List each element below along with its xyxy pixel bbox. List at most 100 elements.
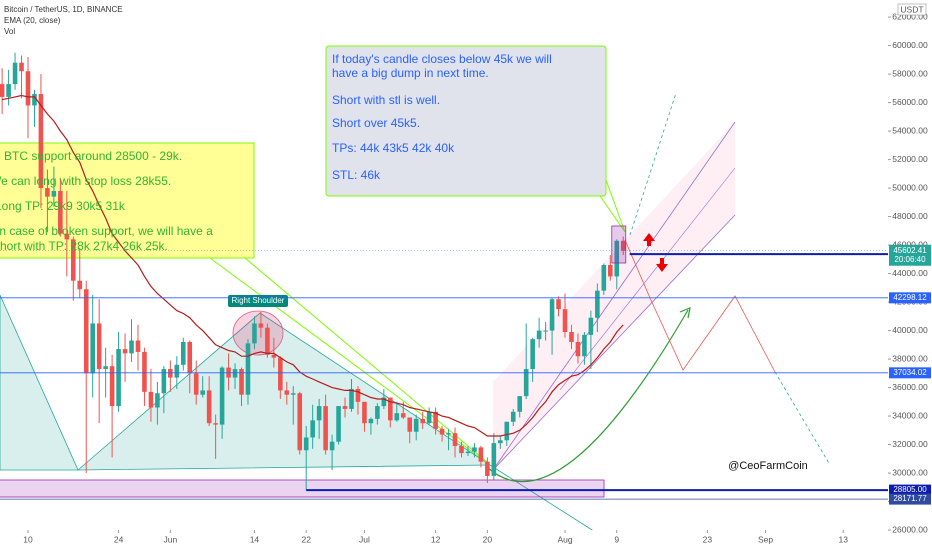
- currency-box: [897, 3, 927, 16]
- note-line: STL: 46k: [332, 168, 381, 182]
- candle-body: [38, 94, 44, 189]
- candle-body: [316, 406, 322, 421]
- candle-body: [232, 369, 238, 378]
- support-zone: [0, 479, 605, 498]
- candle-body: [595, 290, 600, 318]
- y-tick-label: 60000.00: [892, 40, 928, 50]
- up-arrow: [643, 233, 655, 246]
- neckline: [489, 464, 601, 536]
- candle-body: [323, 406, 328, 451]
- candle-body: [168, 369, 173, 378]
- candle-body: [58, 190, 63, 234]
- candle-body: [472, 447, 477, 452]
- candle-body: [278, 357, 283, 391]
- candle-body: [446, 433, 451, 435]
- candle-body: [588, 317, 594, 335]
- channel-line: [492, 121, 736, 471]
- candle-body: [90, 323, 95, 374]
- y-tick-label: 50000.00: [892, 182, 928, 192]
- candle-body: [96, 323, 102, 370]
- candle-body: [245, 343, 251, 395]
- down-arrow: [656, 258, 668, 272]
- candle-body: [284, 390, 290, 395]
- candle-body: [549, 299, 555, 331]
- y-tick-label: 40000.00: [892, 325, 928, 335]
- last-price-label: 45602.41: [893, 246, 927, 255]
- candle-body: [478, 447, 484, 462]
- candle-body: [601, 265, 607, 291]
- candle-body: [0, 84, 5, 97]
- indicator: EMA (20, close): [4, 16, 61, 25]
- x-tick-label: 24: [114, 534, 124, 544]
- forecast-dash: [629, 92, 677, 236]
- price-tag: [889, 484, 931, 496]
- candle-body: [543, 330, 548, 332]
- gray-note: [325, 45, 607, 197]
- candle-body: [25, 71, 31, 106]
- candle-body: [575, 341, 581, 357]
- candle-body: [19, 62, 24, 72]
- channel-line: [559, 167, 736, 391]
- price-tag-label: 42298.12: [893, 293, 927, 302]
- candle-body: [329, 441, 335, 451]
- candle-body: [342, 406, 348, 409]
- candle-body: [491, 443, 497, 476]
- candle-body: [536, 330, 542, 340]
- note-line: have a big dump in next time.: [332, 66, 489, 80]
- note-line: BTC support around 28500 - 29k.: [4, 149, 182, 163]
- candle-body: [504, 421, 510, 441]
- candle-body: [219, 367, 225, 425]
- y-tick-label: 54000.00: [892, 125, 928, 135]
- chart-title: Bitcoin / TetherUS, 1D, BINANCE: [4, 5, 123, 14]
- price-tag: [889, 493, 931, 505]
- candle-body: [161, 369, 167, 394]
- candle-body: [155, 393, 160, 408]
- channel-line: [492, 214, 736, 471]
- forecast-arc: [487, 309, 689, 483]
- candle-body: [608, 265, 613, 277]
- note-line: Long TP: 29k9 30k5 31k: [0, 199, 126, 213]
- candle-body: [103, 366, 108, 370]
- candle-body: [12, 62, 18, 85]
- forecast-dash: [774, 371, 831, 466]
- candle-body: [310, 420, 315, 438]
- candle-body: [239, 369, 244, 395]
- y-tick-label: 26000.00: [892, 524, 928, 534]
- candle-body: [510, 411, 516, 422]
- candle-body: [252, 323, 257, 344]
- y-tick-label: 38000.00: [892, 353, 928, 363]
- x-tick-label: 10: [23, 534, 33, 544]
- y-tick-label: 56000.00: [892, 97, 928, 107]
- candle-body: [122, 349, 128, 354]
- pattern-triangle: [76, 312, 492, 471]
- candle-body: [620, 240, 626, 251]
- price-tag: [889, 367, 931, 379]
- y-tick-label: 30000.00: [892, 467, 928, 477]
- note-line: short with TP: 28k 27k4 26k 25k.: [0, 239, 168, 253]
- ema-line: [1, 94, 624, 437]
- candle-body: [439, 428, 445, 435]
- candle-body: [388, 397, 393, 421]
- candle-body: [64, 233, 70, 240]
- candle-body: [180, 341, 186, 365]
- candle-body: [426, 411, 432, 424]
- x-tick-label: 22: [301, 534, 311, 544]
- x-tick-label: 23: [703, 534, 713, 544]
- candle-body: [394, 413, 400, 421]
- candle-body: [135, 340, 141, 352]
- y-tick-label: 34000.00: [892, 410, 928, 420]
- y-tick-label: 36000.00: [892, 382, 928, 392]
- note-line: TPs: 44k 43k5 42k 40k: [332, 141, 455, 155]
- note-line: Short with stl is well.: [332, 93, 440, 107]
- x-tick-label: Aug: [557, 534, 572, 544]
- candle-body: [77, 280, 83, 290]
- candle-body: [206, 390, 212, 424]
- pattern-label: Right Shoulder: [232, 296, 285, 305]
- candle-body: [271, 354, 277, 358]
- candle-body: [116, 349, 121, 407]
- x-tick-label: Sep: [758, 534, 773, 544]
- x-tick-label: Jun: [163, 534, 177, 544]
- x-tick-label: Jul: [359, 534, 370, 544]
- candle-body: [517, 396, 523, 412]
- candle-body: [265, 327, 270, 355]
